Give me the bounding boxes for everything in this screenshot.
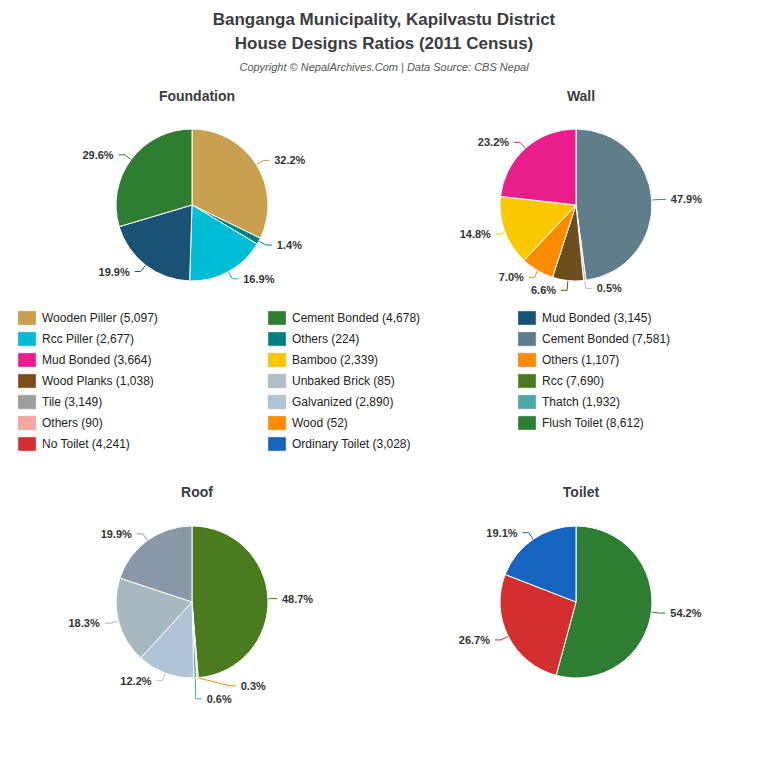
svg-text:Unbaked Brick (85): Unbaked Brick (85) [292, 374, 395, 388]
svg-text:23.2%: 23.2% [478, 136, 509, 148]
svg-text:Tile (3,149): Tile (3,149) [42, 395, 102, 409]
svg-text:0.5%: 0.5% [597, 282, 622, 294]
svg-text:Others (90): Others (90) [42, 416, 103, 430]
svg-text:Galvanized (2,890): Galvanized (2,890) [292, 395, 393, 409]
svg-text:No Toilet (4,241): No Toilet (4,241) [42, 437, 130, 451]
svg-text:47.9%: 47.9% [671, 193, 702, 205]
svg-text:26.7%: 26.7% [459, 634, 490, 646]
svg-text:Bamboo (2,339): Bamboo (2,339) [292, 353, 378, 367]
svg-text:Ordinary Toilet (3,028): Ordinary Toilet (3,028) [292, 437, 411, 451]
svg-text:Wooden Piller (5,097): Wooden Piller (5,097) [42, 311, 158, 325]
svg-text:19.9%: 19.9% [99, 266, 130, 278]
svg-text:48.7%: 48.7% [282, 593, 313, 605]
svg-text:Mud Bonded (3,664): Mud Bonded (3,664) [42, 353, 151, 367]
svg-text:House Designs Ratios (2011 Cen: House Designs Ratios (2011 Census) [235, 34, 534, 53]
svg-text:12.2%: 12.2% [120, 675, 151, 687]
svg-text:Thatch (1,932): Thatch (1,932) [542, 395, 620, 409]
svg-text:18.3%: 18.3% [69, 617, 100, 629]
svg-text:Others (1,107): Others (1,107) [542, 353, 619, 367]
svg-text:6.6%: 6.6% [531, 284, 556, 296]
svg-text:29.6%: 29.6% [82, 149, 113, 161]
svg-text:0.6%: 0.6% [207, 693, 232, 705]
svg-text:19.9%: 19.9% [101, 528, 132, 540]
svg-text:Wood (52): Wood (52) [292, 416, 348, 430]
svg-text:Mud Bonded (3,145): Mud Bonded (3,145) [542, 311, 651, 325]
svg-text:54.2%: 54.2% [670, 607, 701, 619]
svg-text:Cement Bonded (4,678): Cement Bonded (4,678) [292, 311, 420, 325]
svg-text:Wall: Wall [567, 88, 595, 104]
svg-text:Others (224): Others (224) [292, 332, 359, 346]
svg-text:Wood Planks (1,038): Wood Planks (1,038) [42, 374, 154, 388]
svg-text:16.9%: 16.9% [243, 273, 274, 285]
svg-text:0.3%: 0.3% [241, 680, 266, 692]
svg-text:32.2%: 32.2% [274, 154, 305, 166]
svg-text:Flush Toilet (8,612): Flush Toilet (8,612) [542, 416, 644, 430]
svg-text:Roof: Roof [181, 484, 213, 500]
svg-text:19.1%: 19.1% [486, 527, 517, 539]
svg-text:Banganga Municipality, Kapilva: Banganga Municipality, Kapilvastu Distri… [213, 10, 556, 29]
svg-text:Cement Bonded (7,581): Cement Bonded (7,581) [542, 332, 670, 346]
svg-text:Rcc (7,690): Rcc (7,690) [542, 374, 604, 388]
svg-text:Copyright © NepalArchives.Com: Copyright © NepalArchives.Com | Data Sou… [239, 61, 529, 73]
svg-text:7.0%: 7.0% [499, 271, 524, 283]
svg-text:Rcc Piller (2,677): Rcc Piller (2,677) [42, 332, 134, 346]
svg-text:14.8%: 14.8% [460, 228, 491, 240]
svg-text:1.4%: 1.4% [277, 239, 302, 251]
svg-text:Foundation: Foundation [159, 88, 235, 104]
svg-text:Toilet: Toilet [563, 484, 600, 500]
